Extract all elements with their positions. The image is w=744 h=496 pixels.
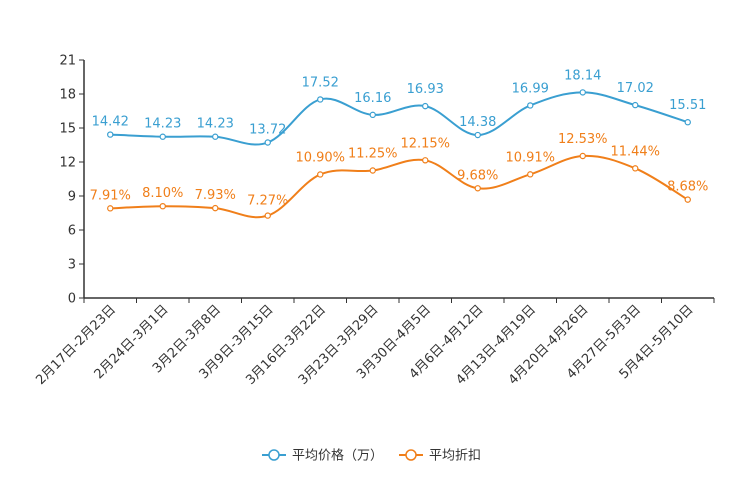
data-label: 8.68% [667,180,708,195]
y-tick-label: 15 [59,122,76,137]
data-label: 18.14 [564,68,601,83]
data-point[interactable] [422,102,429,110]
data-point[interactable] [212,133,219,140]
data-label: 14.23 [197,117,234,132]
data-label: 14.42 [92,115,129,130]
data-point[interactable] [107,205,114,212]
series-line [110,154,689,219]
data-point[interactable] [264,139,271,146]
legend-item-avg-discount[interactable]: 平均折扣 [399,449,481,464]
data-point[interactable] [632,165,639,172]
data-point[interactable] [684,196,691,203]
data-point[interactable] [684,119,691,126]
data-point[interactable] [527,102,534,109]
data-label: 14.38 [459,115,496,130]
data-label: 12.53% [558,132,608,147]
y-tick-label: 21 [59,54,76,69]
data-point[interactable] [632,101,639,109]
y-tick-label: 0 [68,292,76,307]
data-label: 7.27% [247,194,288,209]
data-point[interactable] [369,167,376,174]
data-point[interactable] [474,185,481,192]
legend-label: 平均价格（万） [292,448,383,464]
data-label: 16.93 [407,82,444,97]
data-point[interactable] [579,152,586,160]
data-label: 10.91% [505,150,555,165]
data-label: 16.16 [354,91,391,106]
data-label: 10.90% [295,150,345,165]
data-label: 13.72 [249,123,286,138]
legend-marker-icon [405,449,417,461]
series-avg-discount [107,152,691,219]
y-tick-label: 6 [68,224,76,239]
data-point[interactable] [317,96,324,103]
data-point[interactable] [579,89,586,96]
legend-label: 平均折扣 [429,449,481,464]
data-label: 17.52 [302,75,339,90]
data-label: 9.68% [457,168,498,183]
data-label: 12.15% [400,136,450,151]
data-label: 7.93% [195,188,236,203]
y-tick-label: 12 [59,156,76,171]
legend[interactable]: 平均价格（万） 平均折扣 [262,448,481,464]
data-label: 15.51 [669,98,706,113]
data-point[interactable] [107,131,114,138]
data-point[interactable] [159,133,166,140]
data-label: 8.10% [142,186,183,201]
legend-item-avg-price[interactable]: 平均价格（万） [262,448,383,464]
series-layer [107,89,691,219]
data-labels: 14.42 14.23 14.23 13.72 17.52 16.16 16.93 14.38… [90,68,709,208]
data-point[interactable] [474,131,481,139]
data-point[interactable] [422,157,429,164]
y-tick-label: 3 [68,258,76,273]
y-tick-label: 9 [68,190,76,205]
data-label: 11.25% [348,147,398,162]
data-label: 17.02 [617,81,654,96]
data-point[interactable] [369,111,376,119]
data-label: 7.91% [90,188,131,203]
data-label: 16.99 [512,81,549,96]
legend-marker-icon [268,449,280,461]
data-point[interactable] [317,171,324,178]
data-point[interactable] [264,212,271,219]
series-avg-price [107,89,691,146]
y-tick-label: 18 [59,88,76,103]
data-point[interactable] [212,204,219,212]
data-point[interactable] [159,202,166,210]
data-label: 14.23 [144,117,181,132]
data-label: 11.44% [610,144,660,159]
data-point[interactable] [527,171,534,178]
